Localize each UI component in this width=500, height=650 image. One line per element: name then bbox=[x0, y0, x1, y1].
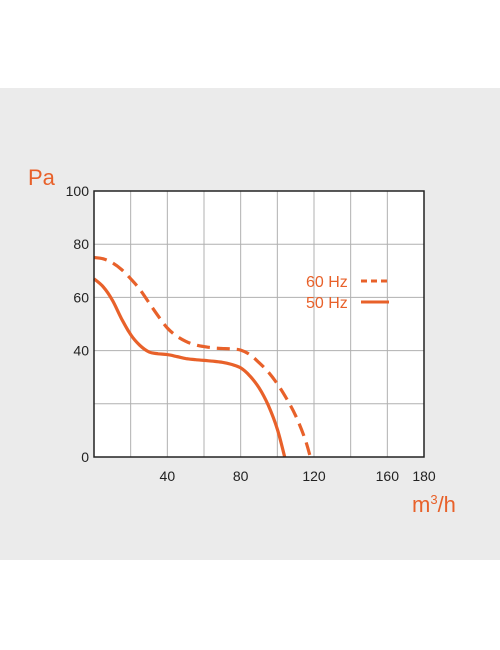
x-tick-label: 40 bbox=[160, 468, 176, 484]
y-tick-label: 100 bbox=[66, 183, 90, 199]
y-tick-label: 60 bbox=[73, 289, 89, 305]
y-tick-label: 40 bbox=[73, 343, 89, 359]
y-tick-label: 0 bbox=[81, 449, 89, 465]
x-tick-label: 120 bbox=[302, 468, 326, 484]
plot-area bbox=[94, 191, 424, 457]
y-tick-label: 80 bbox=[73, 236, 89, 252]
plot-frame bbox=[93, 190, 425, 458]
x-tick-label: 160 bbox=[376, 468, 400, 484]
legend-label-60hz: 60 Hz bbox=[306, 274, 348, 291]
x-axis-label: m3/h bbox=[412, 492, 456, 517]
legend-label-50hz: 50 Hz bbox=[306, 295, 348, 312]
tick-labels: 40 80 120 160 180 0 40 60 80 100 bbox=[66, 183, 436, 484]
y-axis-label: Pa bbox=[28, 165, 56, 190]
series-line-60hz bbox=[93, 255, 312, 458]
x-tick-label: 180 bbox=[412, 468, 436, 484]
legend: 60 Hz 50 Hz bbox=[306, 274, 389, 312]
x-tick-label: 80 bbox=[233, 468, 249, 484]
series-lines bbox=[92, 255, 312, 458]
series-line-50hz bbox=[92, 277, 287, 458]
